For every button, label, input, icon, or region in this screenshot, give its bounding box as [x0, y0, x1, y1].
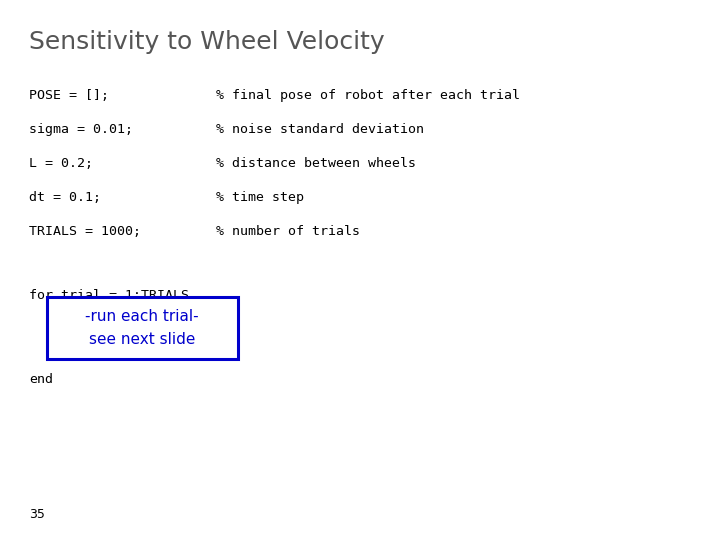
- Text: -run each trial-: -run each trial-: [86, 309, 199, 323]
- Text: TRIALS = 1000;: TRIALS = 1000;: [29, 225, 141, 238]
- Text: POSE = [];: POSE = [];: [29, 89, 109, 102]
- FancyBboxPatch shape: [47, 297, 238, 359]
- Text: dt = 0.1;: dt = 0.1;: [29, 191, 101, 204]
- Text: end: end: [29, 373, 53, 386]
- Text: % time step: % time step: [216, 191, 304, 204]
- Text: % distance between wheels: % distance between wheels: [216, 157, 416, 170]
- Text: % noise standard deviation: % noise standard deviation: [216, 123, 424, 136]
- Text: for trial = 1:TRIALS: for trial = 1:TRIALS: [29, 289, 189, 302]
- Text: % final pose of robot after each trial: % final pose of robot after each trial: [216, 89, 520, 102]
- Text: Sensitivity to Wheel Velocity: Sensitivity to Wheel Velocity: [29, 30, 384, 53]
- Text: 35: 35: [29, 508, 45, 521]
- Text: % number of trials: % number of trials: [216, 225, 360, 238]
- Text: sigma = 0.01;: sigma = 0.01;: [29, 123, 132, 136]
- Text: see next slide: see next slide: [89, 333, 195, 347]
- Text: L = 0.2;: L = 0.2;: [29, 157, 93, 170]
